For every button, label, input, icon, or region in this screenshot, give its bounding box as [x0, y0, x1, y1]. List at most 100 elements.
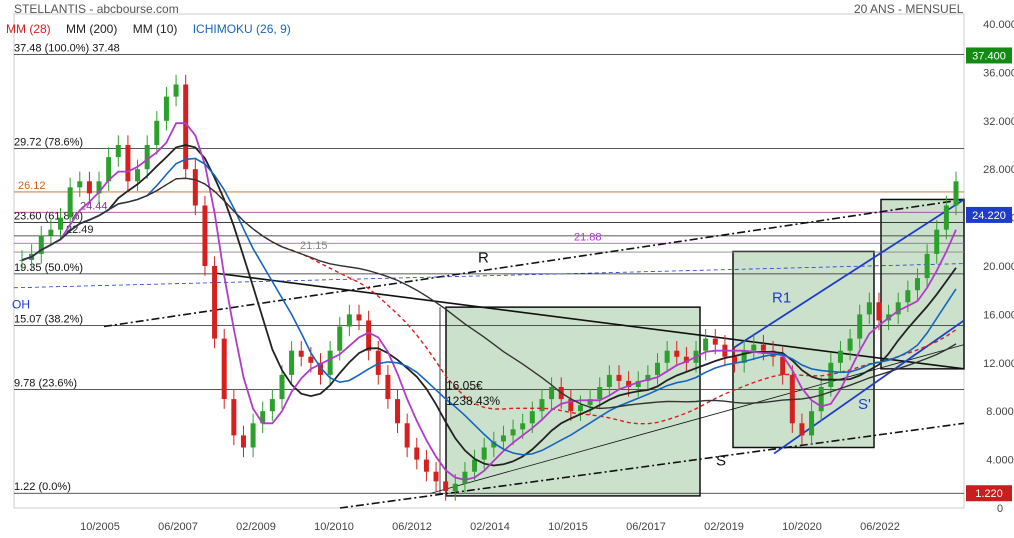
candle-body: [106, 157, 112, 182]
y-tick-label: 32.000: [983, 116, 1014, 128]
indicator-legend: MM (28) MM (200) MM (10) ICHIMOKU (26, 9…: [6, 22, 303, 36]
chart-title: STELLANTIS - abcbourse.com: [14, 2, 179, 16]
candle-body: [337, 326, 343, 351]
low-price-tag: 1.220: [975, 488, 1003, 500]
candle-body: [375, 350, 381, 375]
current-price-tag-bg: [966, 47, 1012, 64]
candle-body: [231, 399, 237, 436]
candle-body: [346, 314, 352, 327]
candle-body: [732, 356, 738, 363]
candle-body: [317, 362, 323, 375]
candle-body: [741, 350, 747, 363]
candle-body: [866, 302, 872, 315]
x-tick-label: 06/2007: [158, 521, 198, 533]
candle-body: [395, 399, 401, 424]
fibonacci-label: 15.07 (38.2%): [14, 314, 83, 326]
candle-body: [905, 290, 911, 303]
chart-annotation: S': [858, 396, 871, 413]
candle-body: [712, 338, 718, 345]
x-tick-label: 06/2022: [860, 521, 900, 533]
candle-body: [847, 338, 853, 351]
candle-body: [626, 380, 632, 387]
candle-body: [876, 302, 882, 321]
candle-body: [163, 96, 169, 121]
candle-body: [144, 145, 150, 170]
candle-body: [606, 374, 612, 387]
chart-annotation: 16.05€: [446, 378, 483, 392]
y-tick-label: 0: [997, 503, 1003, 515]
candle-body: [269, 399, 275, 412]
candle-body: [77, 181, 83, 188]
price-level-label: 21.88: [574, 231, 602, 243]
candle-body: [616, 374, 622, 381]
candle-body: [260, 411, 266, 424]
candle-body: [135, 169, 141, 182]
candle-body: [443, 481, 449, 492]
candle-body: [655, 362, 661, 375]
candle-body: [799, 423, 805, 436]
legend-mm28[interactable]: MM (28): [6, 22, 51, 36]
candle-body: [751, 344, 757, 351]
candle-body: [327, 350, 333, 375]
candle-body: [433, 471, 439, 482]
level-price-tag: 24.220: [972, 210, 1006, 222]
candle-body: [529, 411, 535, 424]
candle-body: [289, 350, 295, 375]
candle-body: [173, 84, 179, 97]
support-trendline: [339, 422, 965, 509]
fibonacci-label: 23.60 (61.8%): [14, 210, 83, 222]
candle-body: [895, 302, 901, 315]
candle-body: [472, 459, 478, 472]
x-tick-label: 10/2015: [548, 521, 588, 533]
x-tick-label: 06/2017: [626, 521, 666, 533]
candle-body: [38, 235, 44, 254]
candle-body: [423, 459, 429, 472]
candle-body: [914, 278, 920, 291]
candle-body: [356, 314, 362, 321]
y-tick-label: 36.000: [983, 67, 1014, 79]
candle-body: [452, 483, 458, 492]
candle-body: [645, 374, 651, 381]
channel-lower: [773, 319, 965, 455]
y-tick-label: 40.000: [983, 19, 1014, 31]
chart-annotation: OH: [12, 297, 30, 311]
candle-body: [587, 399, 593, 406]
chart-annotation: 1238.43%: [446, 394, 500, 408]
candle-body: [96, 181, 102, 194]
candle-body: [481, 447, 487, 460]
candle-body: [19, 259, 25, 261]
candle-body: [298, 350, 304, 357]
ichimoku-line: [21, 157, 957, 456]
candle-body: [385, 374, 391, 400]
fibonacci-label: 29.72 (78.6%): [14, 136, 83, 148]
chart-annotation: R: [478, 249, 489, 266]
candle-body: [48, 229, 54, 236]
candle-body: [760, 344, 766, 351]
legend-mm200[interactable]: MM (200): [66, 22, 118, 36]
candle-body: [500, 435, 506, 442]
chart-annotation: S: [716, 453, 726, 470]
legend-ichimoku[interactable]: ICHIMOKU (26, 9): [192, 22, 291, 36]
legend-mm10[interactable]: MM (10): [132, 22, 178, 36]
candle-body: [683, 356, 689, 363]
candle-body: [462, 471, 468, 484]
candle-body: [674, 350, 680, 357]
candle-body: [857, 314, 863, 339]
candle-body: [549, 387, 555, 400]
x-tick-label: 10/2020: [782, 521, 822, 533]
candle-body: [934, 229, 940, 254]
current-price-tag: 37.400: [972, 50, 1006, 62]
candle-body: [809, 411, 815, 436]
candle-body: [366, 320, 372, 351]
candle-body: [568, 399, 574, 412]
candle-body: [818, 387, 824, 412]
resistance-trendline: [103, 198, 965, 328]
candle-body: [183, 84, 189, 170]
candle-body: [577, 405, 583, 412]
y-tick-label: 28.000: [983, 164, 1014, 176]
price-level-label: 26.12: [18, 180, 46, 192]
candle-body: [953, 181, 959, 206]
candle-body: [192, 169, 198, 206]
